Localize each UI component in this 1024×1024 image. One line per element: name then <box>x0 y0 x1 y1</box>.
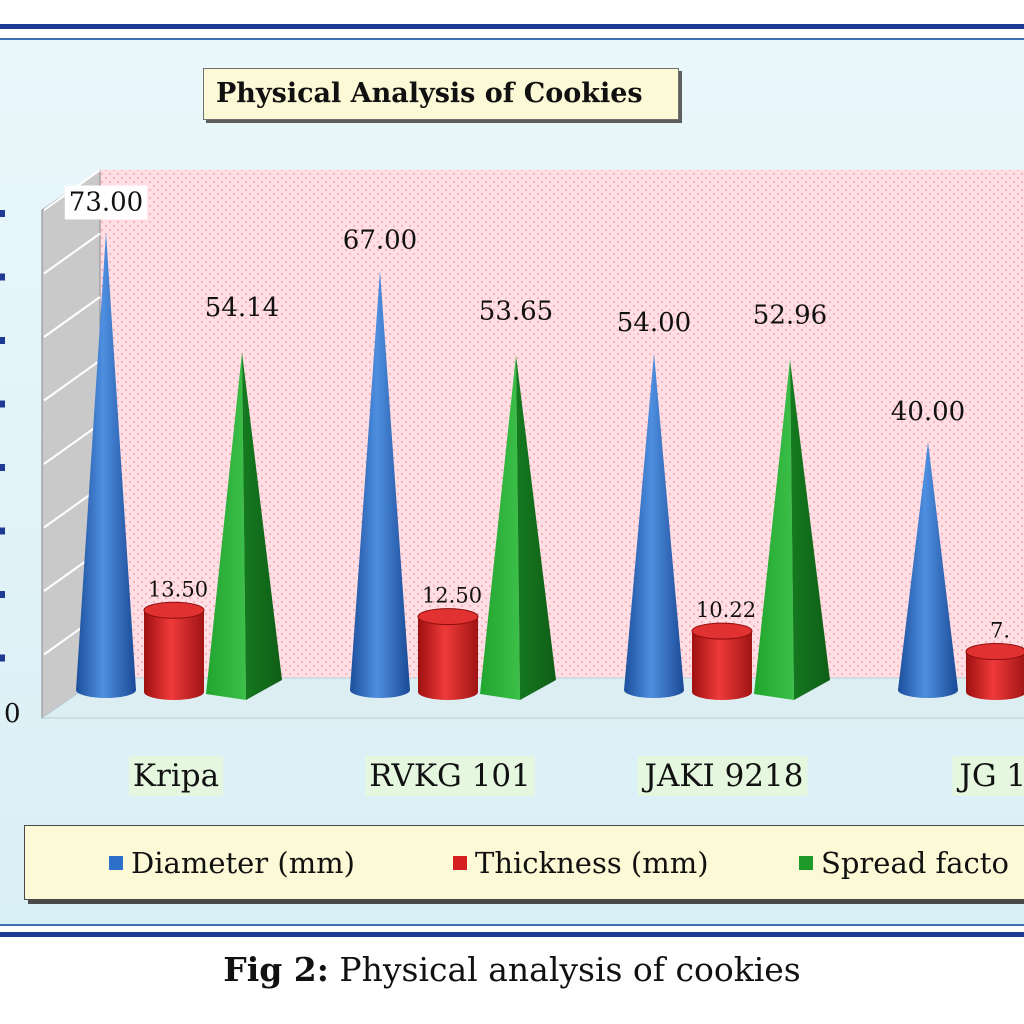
data-label: 67.00 <box>343 226 417 256</box>
bar-thickness <box>418 616 478 700</box>
bar-spread-factor-side <box>516 355 556 700</box>
y-tick-mark <box>0 464 5 471</box>
bar-thickness-top <box>691 622 753 640</box>
category-label-bg <box>128 756 224 796</box>
legend-label-thickness: Thickness (mm) <box>475 846 709 880</box>
legend-label-diameter: Diameter (mm) <box>131 846 355 880</box>
legend-swatch-thickness <box>453 856 467 870</box>
data-label: 12.50 <box>422 584 482 608</box>
legend-item-spread-factor: Spread facto <box>799 846 1009 880</box>
legend-item-diameter: Diameter (mm) <box>109 846 355 880</box>
y-tick-mark <box>0 654 5 662</box>
legend-item-thickness: Thickness (mm) <box>453 846 709 880</box>
y-tick-label: 0 <box>4 699 21 729</box>
bar-spread-factor <box>480 355 520 700</box>
category-label-bg <box>365 756 535 796</box>
bar-spread-factor-side <box>242 352 282 700</box>
bar-thickness <box>144 610 204 700</box>
data-label: 73.00 <box>69 187 143 217</box>
side-grid-line <box>43 296 101 338</box>
data-label: 52.96 <box>753 301 827 331</box>
bar-spread-factor <box>754 359 794 700</box>
data-label: 54.00 <box>617 308 691 338</box>
bar-diameter <box>76 232 136 698</box>
category-label: JG 1: <box>956 758 1024 794</box>
bar-diameter <box>350 270 410 698</box>
data-label: 7. <box>990 619 1010 643</box>
data-label: 10.22 <box>696 598 756 622</box>
bar-spread-factor-side <box>790 359 830 700</box>
y-tick-mark <box>0 591 5 598</box>
category-label: Kripa <box>133 758 219 794</box>
legend-swatch-diameter <box>109 856 123 870</box>
bar-thickness <box>692 631 752 700</box>
bar-thickness-top <box>143 601 205 619</box>
bar-spread-factor <box>206 352 246 700</box>
bar-thickness-top <box>965 643 1024 661</box>
category-label: JAKI 9218 <box>642 758 804 794</box>
figure-caption-label: Fig 2: <box>223 950 329 989</box>
y-tick-mark <box>0 337 5 344</box>
side-grid-line <box>43 359 101 402</box>
data-label: 13.50 <box>148 577 208 601</box>
y-tick-mark <box>0 210 5 217</box>
figure-caption-text: Physical analysis of cookies <box>328 950 801 989</box>
category-label: RVKG 101 <box>369 758 531 794</box>
bar-diameter <box>898 442 958 698</box>
frame-top-rule <box>0 24 1024 29</box>
y-tick-mark <box>0 400 5 408</box>
data-label-bg <box>64 185 148 220</box>
legend: Diameter (mm) Thickness (mm) Spread fact… <box>24 825 1024 900</box>
bar-diameter <box>624 353 684 698</box>
frame-bottom-rule <box>0 932 1024 937</box>
y-tick-mark <box>0 527 5 535</box>
data-label: 54.14 <box>205 293 279 323</box>
category-label-bg <box>637 756 808 796</box>
figure-caption: Fig 2: Physical analysis of cookies <box>0 950 1024 989</box>
y-tick-mark <box>0 273 5 281</box>
data-label: 53.65 <box>479 296 553 326</box>
chart-title: Physical Analysis of Cookies <box>203 68 679 120</box>
data-label: 40.00 <box>891 397 965 427</box>
bar-thickness <box>966 651 1024 700</box>
side-grid-line <box>43 232 101 275</box>
legend-swatch-spread-factor <box>799 856 813 870</box>
legend-label-spread-factor: Spread facto <box>821 846 1009 880</box>
bar-thickness-top <box>417 608 479 626</box>
side-grid-line <box>43 423 101 465</box>
category-label-bg <box>952 756 1024 796</box>
